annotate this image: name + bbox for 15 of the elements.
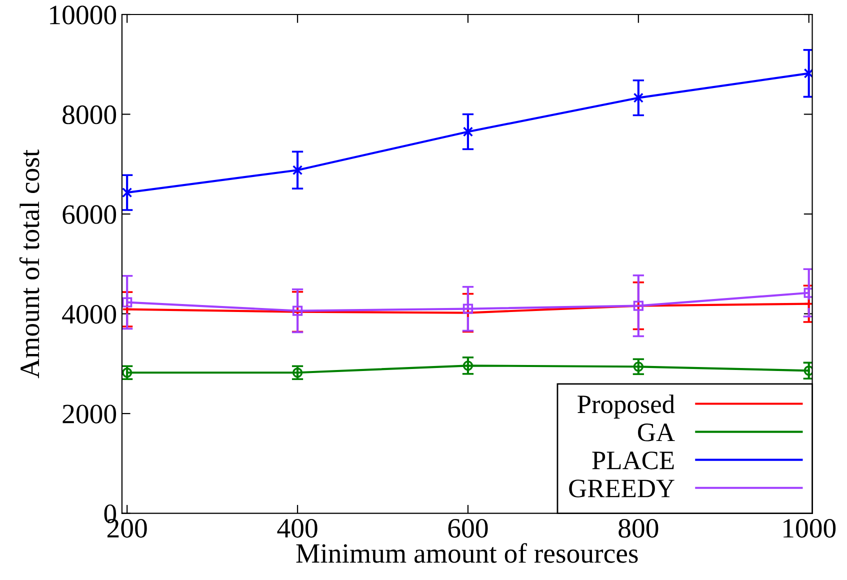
x-axis-title: Minimum amount of resources: [296, 543, 638, 563]
y-tick-label: 10000: [50, 6, 116, 24]
y-tick-label: 6000: [62, 205, 116, 224]
legend-label: PLACE: [592, 452, 674, 470]
x-tick-label: 400: [277, 518, 318, 538]
legend-label: GREEDY: [569, 480, 674, 498]
legend-label: Proposed: [578, 394, 675, 419]
y-tick-label: 8000: [62, 105, 116, 124]
y-tick-label: 4000: [62, 304, 116, 324]
x-tick-label: 1000: [784, 518, 836, 538]
legend-label: GA: [638, 424, 675, 442]
x-tick-label: 600: [448, 518, 488, 538]
y-tick-label: 2000: [62, 404, 116, 424]
x-tick-label: 800: [618, 518, 658, 538]
y-axis-title: Amount of total cost: [19, 149, 40, 378]
